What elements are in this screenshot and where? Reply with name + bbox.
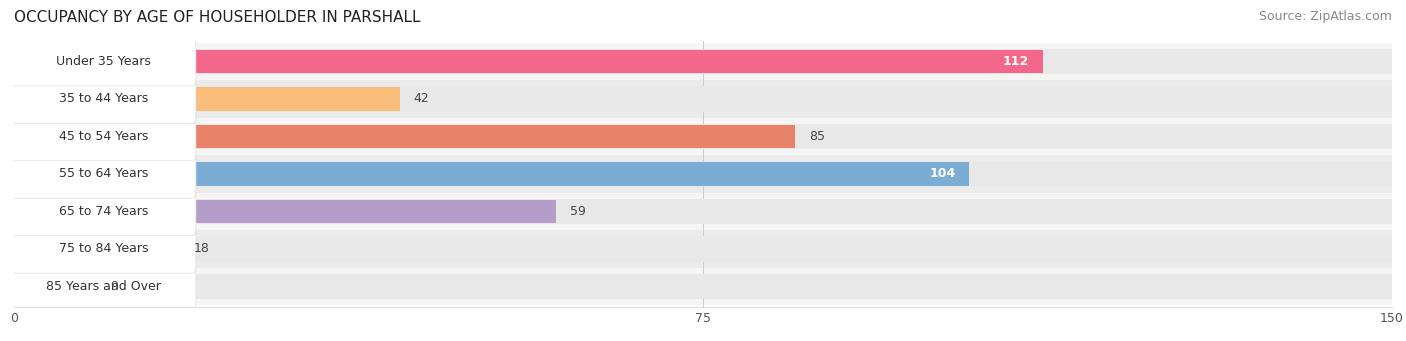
Bar	[14, 230, 1392, 268]
Text: 75 to 84 Years: 75 to 84 Years	[59, 242, 149, 255]
Text: Source: ZipAtlas.com: Source: ZipAtlas.com	[1258, 10, 1392, 23]
Text: 65 to 74 Years: 65 to 74 Years	[59, 205, 148, 218]
Bar	[14, 49, 1392, 74]
FancyBboxPatch shape	[7, 112, 195, 161]
Bar	[14, 161, 1392, 187]
Bar	[14, 268, 1392, 305]
Bar	[14, 275, 97, 298]
Bar	[14, 118, 1392, 155]
Text: Under 35 Years: Under 35 Years	[56, 55, 150, 68]
FancyBboxPatch shape	[7, 37, 195, 86]
Text: 45 to 54 Years: 45 to 54 Years	[59, 130, 148, 143]
Bar	[14, 162, 969, 186]
Bar	[14, 43, 1392, 80]
Text: OCCUPANCY BY AGE OF HOUSEHOLDER IN PARSHALL: OCCUPANCY BY AGE OF HOUSEHOLDER IN PARSH…	[14, 10, 420, 25]
Text: 104: 104	[929, 167, 956, 180]
Bar	[14, 199, 1392, 224]
Bar	[14, 237, 180, 261]
Bar	[14, 87, 399, 110]
Text: 112: 112	[1002, 55, 1029, 68]
Bar	[14, 86, 1392, 112]
Bar	[14, 200, 555, 223]
Text: 35 to 44 Years: 35 to 44 Years	[59, 92, 148, 105]
Text: 9: 9	[111, 280, 118, 293]
Text: 42: 42	[413, 92, 429, 105]
Text: 55 to 64 Years: 55 to 64 Years	[59, 167, 148, 180]
Bar	[14, 273, 1392, 299]
Text: 59: 59	[569, 205, 586, 218]
Text: 85 Years and Over: 85 Years and Over	[46, 280, 162, 293]
Bar	[14, 124, 1392, 149]
FancyBboxPatch shape	[7, 75, 195, 123]
FancyBboxPatch shape	[7, 150, 195, 198]
FancyBboxPatch shape	[7, 262, 195, 311]
Text: 18: 18	[193, 242, 209, 255]
Bar	[14, 236, 1392, 262]
FancyBboxPatch shape	[7, 224, 195, 273]
Bar	[14, 193, 1392, 230]
Bar	[14, 125, 794, 148]
FancyBboxPatch shape	[7, 187, 195, 236]
Bar	[14, 155, 1392, 193]
Text: 85: 85	[808, 130, 825, 143]
Bar	[14, 50, 1043, 73]
Bar	[14, 80, 1392, 118]
